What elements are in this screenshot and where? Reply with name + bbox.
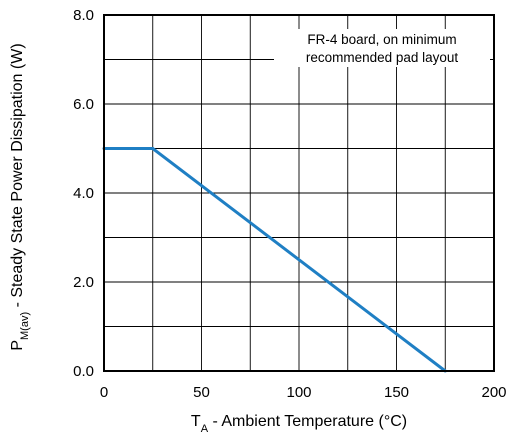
annotation-line-1: FR-4 board, on minimum xyxy=(307,32,456,47)
y-tick-label: 4.0 xyxy=(73,185,94,202)
plot-frame xyxy=(103,14,495,372)
x-axis-title-main: T xyxy=(191,413,201,430)
y-axis-title-rest: - Steady State Power Dissipation (W) xyxy=(9,43,26,312)
series-layer xyxy=(102,147,447,373)
x-axis-title: TA - Ambient Temperature (°C) xyxy=(191,413,407,435)
y-axis-title: PM(av) - Steady State Power Dissipation … xyxy=(9,43,31,350)
tick-labels: 0 50 100 150 200 0.0 2.0 4.0 6.0 8.0 xyxy=(73,7,506,401)
annotation-line-2: recommended pad layout xyxy=(306,50,459,65)
series-line xyxy=(104,147,447,373)
x-tick-label: 150 xyxy=(384,384,409,401)
y-tick-label: 8.0 xyxy=(73,7,94,24)
y-tick-label: 6.0 xyxy=(73,96,94,113)
y-tick-label: 2.0 xyxy=(73,274,94,291)
x-axis-title-rest: - Ambient Temperature (°C) xyxy=(208,413,407,430)
y-axis-title-subscript: M(av) xyxy=(19,312,31,340)
x-tick-label: 50 xyxy=(193,384,210,401)
y-tick-label: 0.0 xyxy=(73,363,94,380)
x-tick-label: 200 xyxy=(481,384,506,401)
annotation-box: FR-4 board, on minimum recommended pad l… xyxy=(274,29,490,67)
annotation-background xyxy=(274,29,490,67)
data-point xyxy=(151,147,155,150)
x-tick-label: 0 xyxy=(100,384,108,401)
y-axis-title-main: P xyxy=(9,340,26,351)
grid xyxy=(104,15,494,371)
x-tick-label: 100 xyxy=(286,384,311,401)
x-axis-title-subscript: A xyxy=(201,423,209,435)
